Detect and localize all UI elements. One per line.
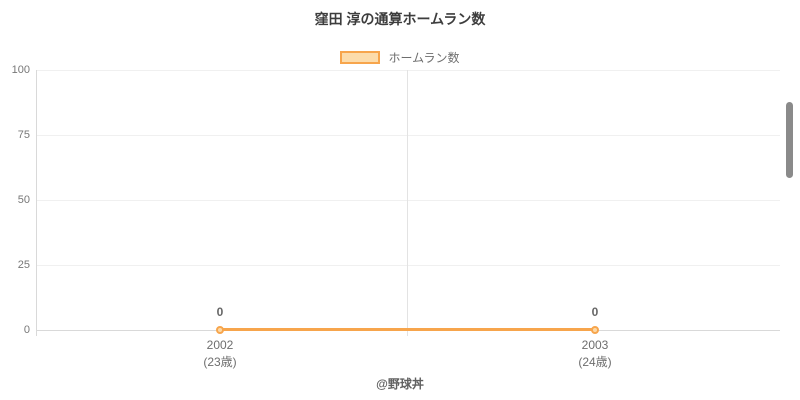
legend-label-homerun[interactable]: ホームラン数 [388, 51, 460, 65]
y-gridline-75 [36, 135, 780, 136]
data-point-2003[interactable] [591, 326, 599, 334]
data-point-2002[interactable] [216, 326, 224, 334]
x-tick-2003: 2003 (24歳) [578, 337, 611, 371]
x-tick-2003-age: (24歳) [578, 355, 612, 369]
y-gridline-50 [36, 200, 780, 201]
y-tick-75: 75 [17, 129, 30, 141]
plot-area [36, 70, 780, 330]
homerun-series-line [220, 328, 595, 331]
legend: ホームラン数 [0, 49, 800, 66]
legend-swatch-homerun[interactable] [340, 51, 381, 64]
x-tick-2003-year: 2003 [581, 338, 609, 352]
data-label-2003: 0 [591, 305, 599, 319]
x-tick-2002: 2002 (23歳) [203, 337, 236, 371]
x-gridline-category-boundary [407, 70, 408, 336]
watermark-credit: @野球丼 [376, 377, 424, 391]
chart-title: 窪田 淳の通算ホームラン数 [314, 11, 486, 27]
y-tick-25: 25 [17, 259, 30, 271]
y-tick-0: 0 [23, 324, 30, 336]
data-label-2002: 0 [216, 305, 224, 319]
y-tick-100: 100 [11, 64, 30, 76]
y-axis-line [36, 70, 37, 336]
vertical-scrollbar-thumb[interactable] [786, 102, 793, 178]
x-tick-2002-year: 2002 [206, 338, 234, 352]
y-gridline-100 [36, 70, 780, 71]
x-tick-2002-age: (23歳) [203, 355, 237, 369]
y-gridline-25 [36, 265, 780, 266]
y-tick-50: 50 [17, 194, 30, 206]
